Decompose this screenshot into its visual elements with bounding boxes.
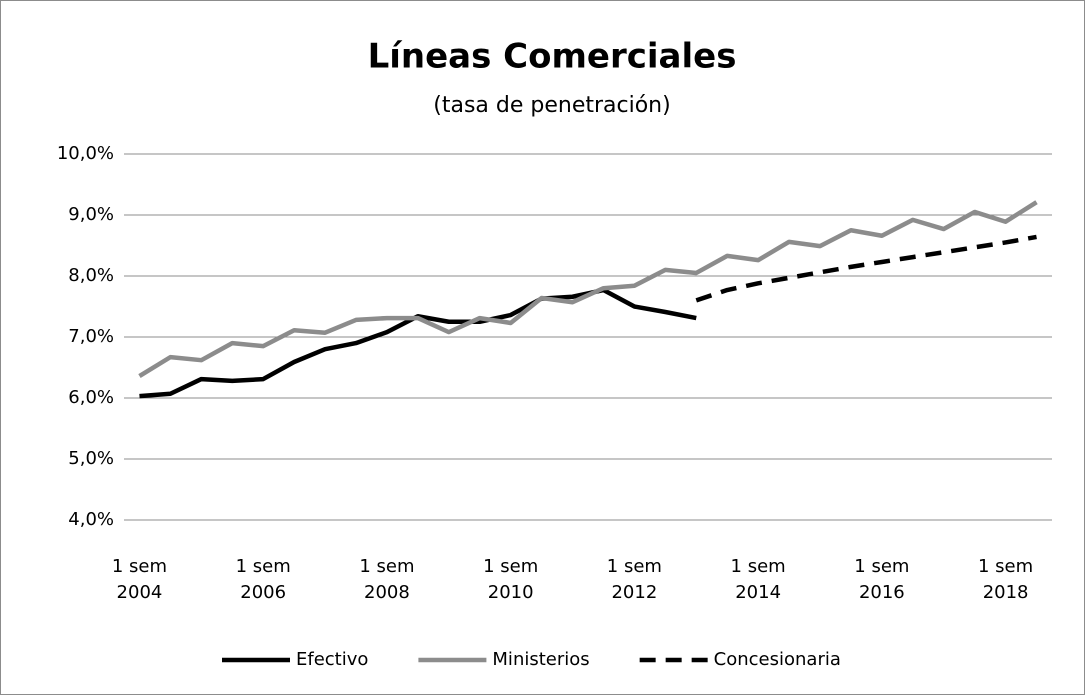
y-tick-label: 7,0% [68,326,114,347]
chart-title: Líneas Comerciales [368,37,737,77]
y-tick-label: 10,0% [57,143,114,164]
x-tick-label: 1 sem 2008 [359,556,415,603]
x-tick-label: 1 sem 2014 [730,556,786,603]
legend-label: Concesionaria [714,649,841,670]
x-tick-label: 1 sem 2006 [235,556,291,603]
x-tick-label: 1 sem 2018 [978,556,1034,603]
series-line [695,234,1037,303]
x-tick-label: 1 sem 2012 [606,556,662,603]
x-tick-label: 1 sem 2016 [854,556,910,603]
y-tick-label: 9,0% [68,204,114,225]
y-tick-label: 6,0% [68,387,114,408]
series-line [138,200,1038,378]
y-tick-label: 8,0% [68,265,114,286]
y-tick-label: 4,0% [68,509,114,530]
legend-label: Efectivo [296,649,368,670]
chart-subtitle: (tasa de penetración) [433,93,670,118]
x-tick-label: 1 sem 2004 [111,556,168,603]
legend-label: Ministerios [492,649,589,670]
y-tick-label: 5,0% [68,448,114,469]
x-tick-label: 1 sem 2010 [483,556,539,603]
